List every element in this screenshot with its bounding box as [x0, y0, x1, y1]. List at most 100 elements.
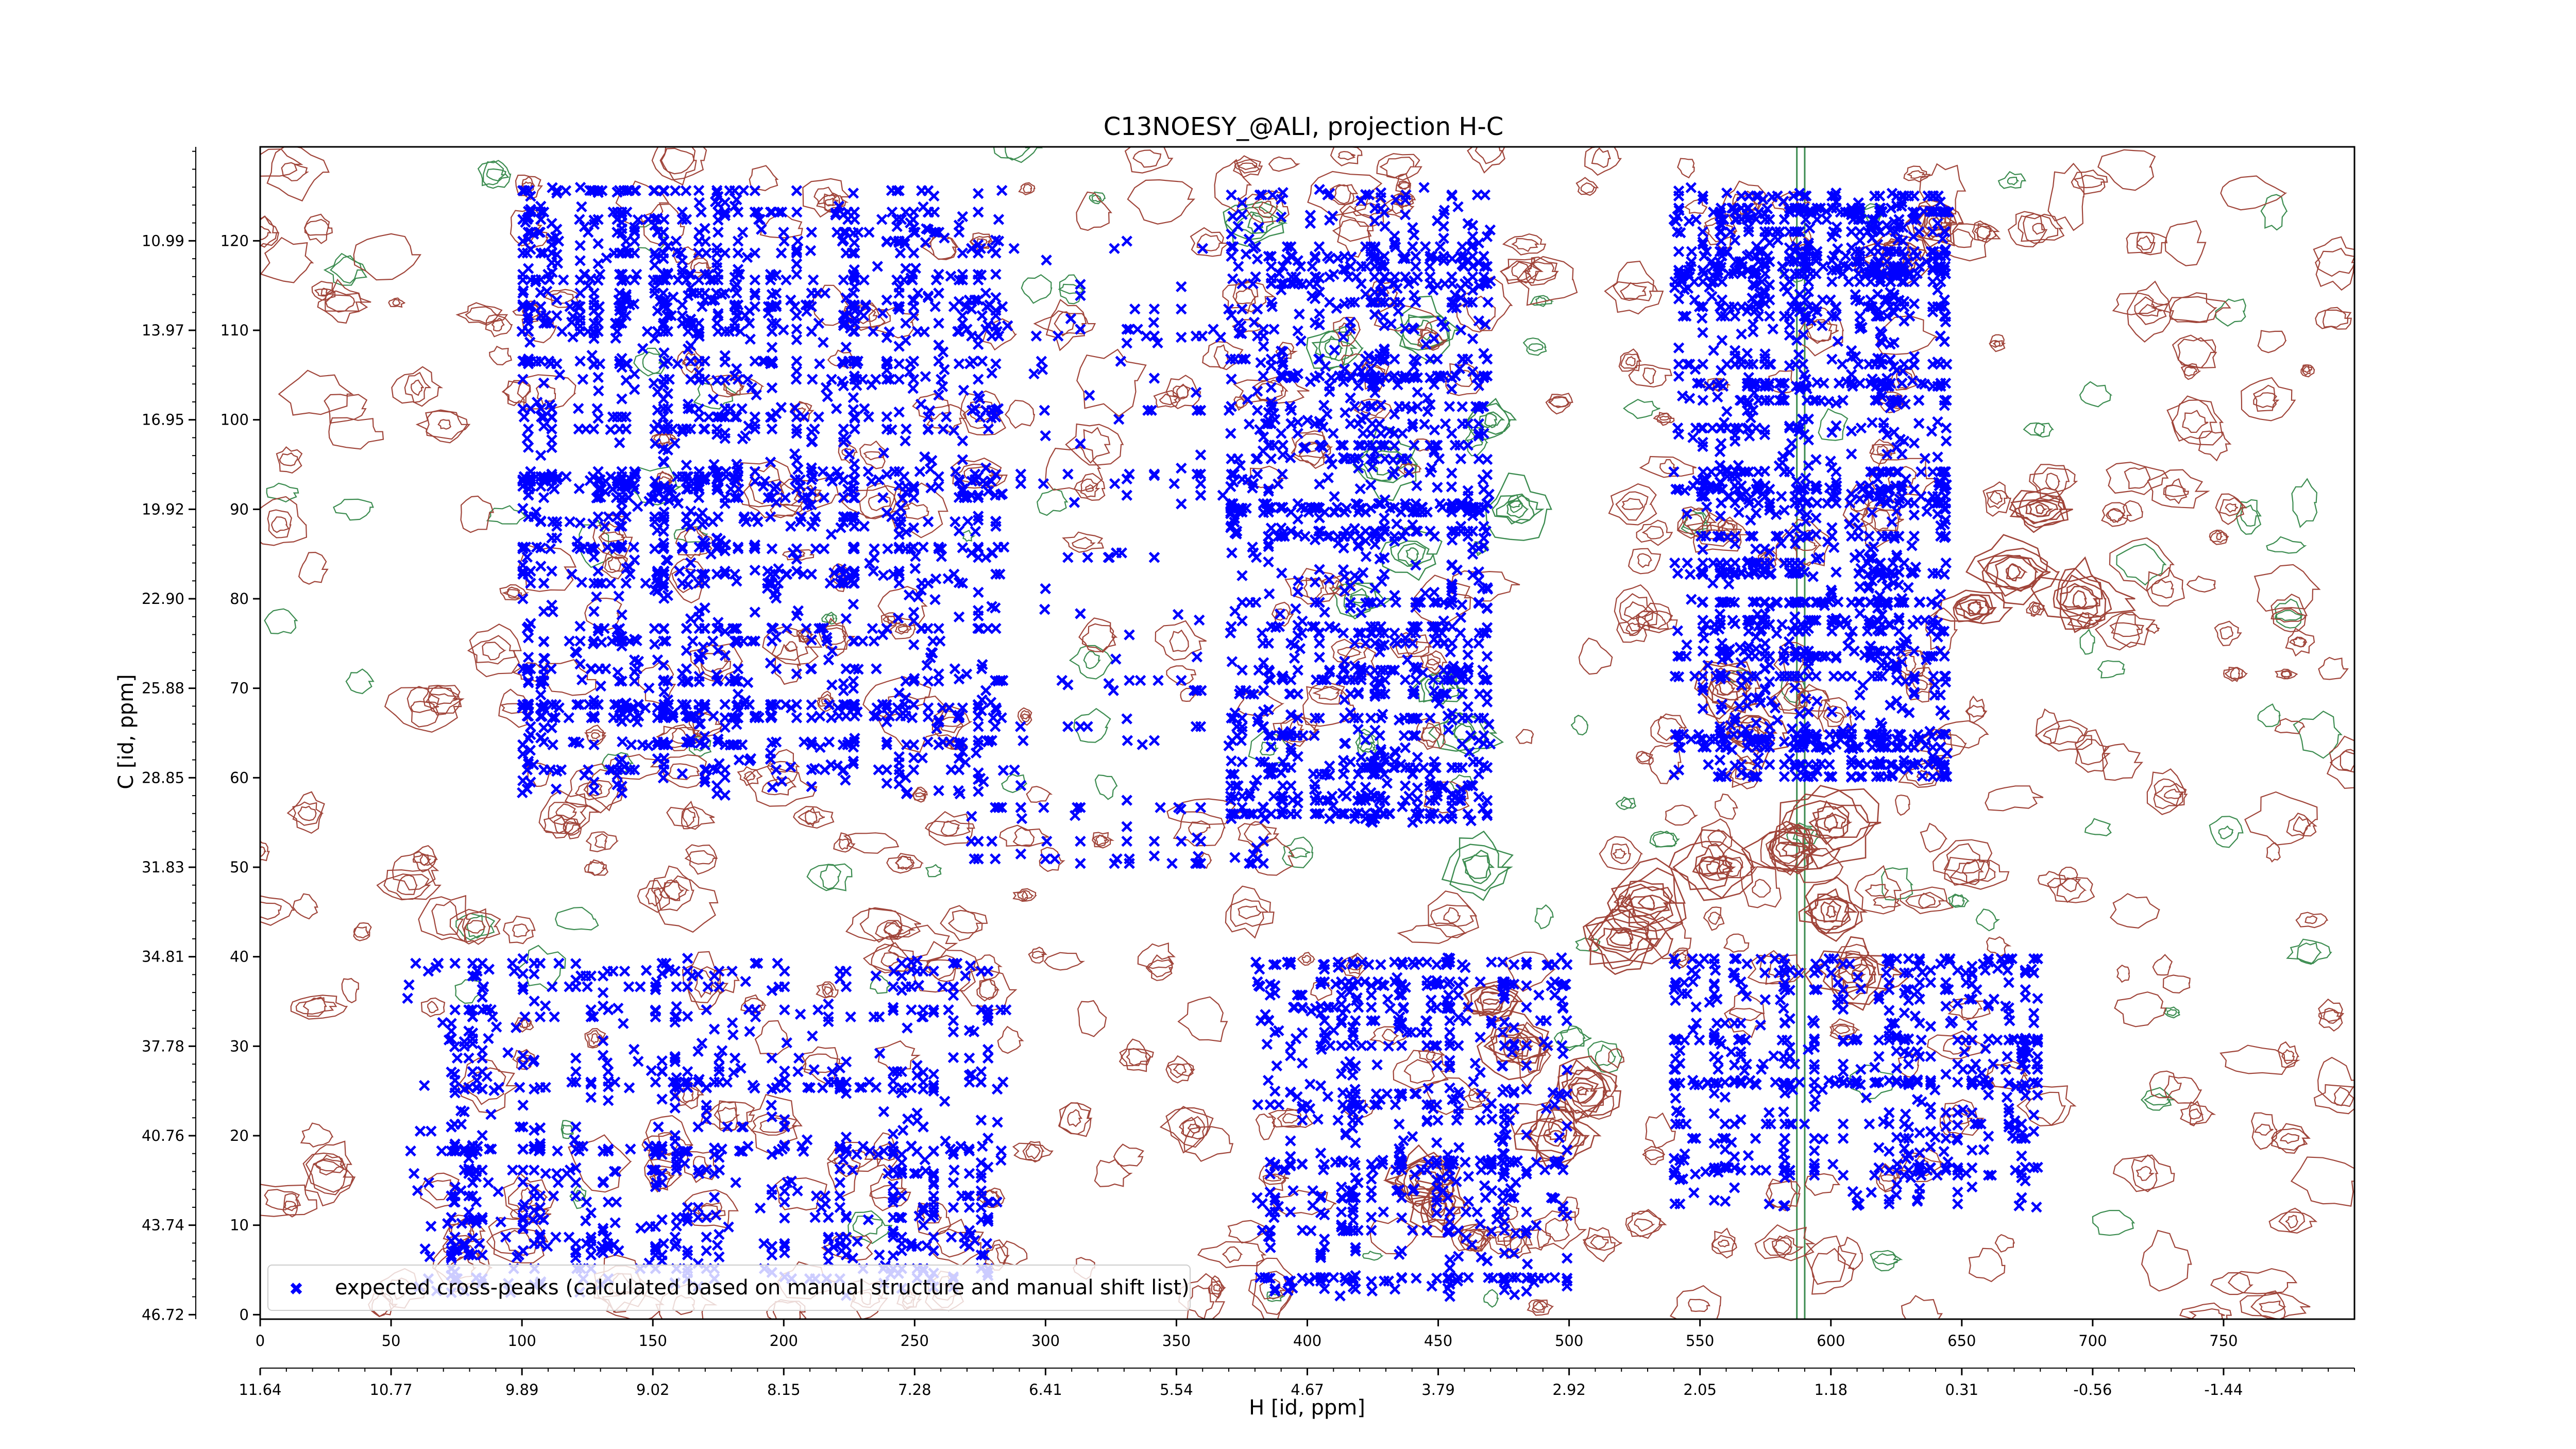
contour-negative	[852, 1215, 883, 1237]
contour-positive	[491, 317, 505, 332]
contour-positive	[499, 584, 530, 601]
contour-positive	[1397, 922, 1467, 945]
contour-positive	[502, 589, 522, 598]
contour-positive	[1974, 225, 1992, 240]
contour-negative	[1530, 295, 1554, 307]
contour-positive	[1715, 793, 1738, 820]
contour-positive	[1222, 1246, 1243, 1263]
contour-positive	[2219, 1044, 2301, 1075]
contour-positive	[1169, 629, 1189, 652]
contour-positive	[2322, 307, 2349, 328]
contour-positive	[682, 808, 696, 827]
contour-strong-peak	[1482, 998, 1501, 1005]
contour-negative	[483, 160, 512, 189]
contour-positive	[427, 1001, 439, 1014]
contour-negative-peak	[1397, 543, 1426, 566]
contour-positive	[911, 786, 927, 803]
contour-positive	[1604, 260, 1664, 315]
contour-positive	[590, 732, 601, 739]
contour-positive	[1618, 348, 1640, 372]
cross-peak-marker	[649, 543, 660, 554]
contour-positive	[2290, 1156, 2354, 1207]
contour-positive	[1420, 722, 1443, 747]
contour-positive	[1045, 446, 1103, 492]
contour-positive	[2257, 330, 2287, 353]
contour-strong-peak	[2009, 494, 2073, 525]
contour-positive	[1771, 1235, 1793, 1258]
contour-positive	[1113, 1143, 1144, 1167]
contour-positive	[2278, 1207, 2306, 1233]
contour-negative	[1881, 867, 1913, 901]
contour-positive	[292, 893, 318, 920]
contour-positive	[1262, 1173, 1290, 1185]
contour-positive	[397, 874, 418, 895]
contour-positive	[1234, 288, 1258, 305]
contour-positive	[594, 833, 608, 850]
contour-positive	[1475, 147, 1503, 164]
contour-negative	[2140, 1087, 2175, 1111]
cross-peak-marker	[982, 423, 994, 435]
contour-positive	[1127, 179, 1196, 225]
contour-positive	[2110, 893, 2160, 929]
contour-negative	[1652, 831, 1677, 848]
cross-peak-marker	[576, 201, 587, 213]
contour-positive	[863, 451, 885, 461]
contour-positive	[2076, 738, 2111, 765]
cross-peak-marker	[545, 543, 556, 554]
contour-positive	[1312, 685, 1341, 701]
contour-strong-peak	[1571, 1082, 1597, 1104]
contour-positive	[1582, 1234, 1622, 1251]
contour-positive	[875, 920, 916, 940]
contour-positive	[1173, 811, 1226, 847]
contour-positive	[587, 861, 607, 877]
contour-positive	[2150, 579, 2174, 599]
contour-positive	[2326, 735, 2354, 789]
contour-positive	[1982, 481, 2012, 517]
cross-peak-marker	[778, 227, 789, 238]
contour-positive	[1558, 1197, 1580, 1222]
contour-positive	[1234, 159, 1261, 174]
contour-positive	[2292, 636, 2307, 648]
contour-positive	[1118, 1048, 1154, 1067]
contour-positive	[1578, 637, 1613, 675]
contour-positive	[859, 440, 886, 469]
contour-positive	[2037, 870, 2069, 888]
contour-positive	[1865, 884, 1890, 897]
contour-positive	[1081, 623, 1116, 653]
cross-peak-marker	[549, 712, 561, 723]
contour-strong-peak	[1805, 877, 1860, 942]
contour-positive	[260, 901, 282, 920]
contour-strong-peak	[1823, 812, 1838, 834]
contour-positive	[1076, 191, 1112, 231]
contour-positive	[2215, 493, 2247, 525]
contour-strong-peak	[2018, 487, 2065, 529]
contour-strong-peak	[1954, 599, 1995, 617]
contour-negative	[477, 160, 506, 187]
contour-positive	[600, 531, 626, 543]
contour-negative	[1001, 773, 1028, 794]
contour-positive	[1611, 843, 1631, 865]
contour-positive	[1636, 752, 1653, 763]
contour-positive	[2244, 791, 2318, 846]
contour-positive	[668, 763, 700, 780]
contour-positive	[586, 783, 603, 797]
contour-positive	[1145, 959, 1173, 978]
contour-positive	[1607, 1048, 1625, 1069]
contour-strong-peak	[1595, 928, 1650, 953]
contour-positive	[838, 838, 850, 850]
contour-positive	[2329, 750, 2354, 773]
contour-positive	[260, 226, 272, 240]
contour-positive	[2300, 364, 2315, 378]
contour-positive	[2162, 974, 2191, 994]
contour-positive	[751, 1113, 798, 1136]
contour-positive	[1181, 1116, 1206, 1140]
contour-strong-peak	[2005, 563, 2028, 580]
contour-strong-peak	[1585, 908, 1660, 970]
contour-positive	[2177, 337, 2216, 368]
contour-positive	[2018, 213, 2065, 242]
contour-positive	[2134, 296, 2169, 325]
contour-positive	[1728, 1007, 1765, 1021]
contour-positive	[1949, 858, 1997, 884]
contour-positive	[2315, 247, 2354, 277]
contour-negative	[455, 913, 496, 941]
